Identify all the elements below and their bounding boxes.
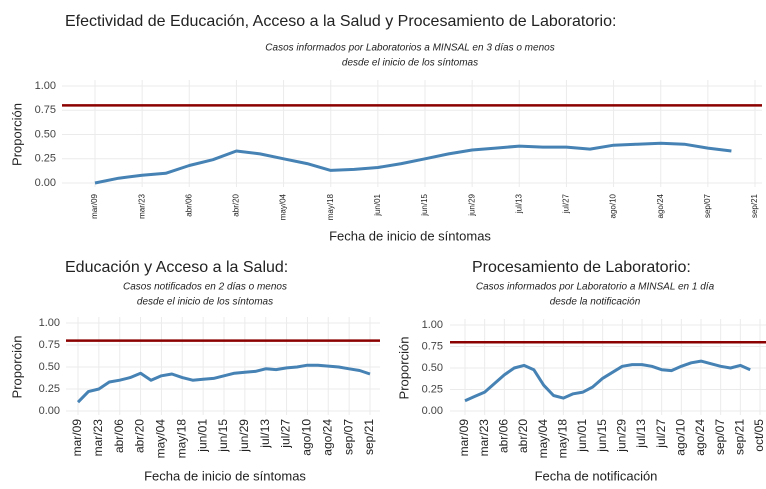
- chart-title: Educación y Acceso a la Salud:: [65, 259, 288, 276]
- x-tick-label: jul/13: [514, 193, 523, 214]
- x-tick-label: may/18: [326, 193, 335, 220]
- y-tick-label: 1.00: [39, 317, 60, 329]
- x-tick-label: abr/20: [133, 419, 147, 453]
- x-tick-label: jul/13: [258, 419, 272, 449]
- x-tick-label: jun/15: [216, 419, 230, 453]
- y-axis-label: Proporción: [9, 336, 24, 399]
- x-tick-label: ago/10: [674, 419, 688, 456]
- x-tick-label: sep/07: [713, 419, 727, 455]
- x-tick-label: mar/23: [137, 193, 146, 218]
- y-tick-label: 1.00: [35, 80, 56, 92]
- y-tick-label: 0.00: [35, 177, 56, 189]
- y-tick-label: 0.75: [39, 339, 60, 351]
- x-tick-label: mar/23: [91, 419, 105, 457]
- data-line: [94, 141, 732, 185]
- y-tick-label: 0.50: [39, 361, 60, 373]
- x-tick-label: abr/06: [497, 419, 511, 453]
- x-tick-label: sep/21: [750, 193, 759, 218]
- x-tick-label: may/04: [279, 193, 288, 220]
- x-tick-label: jun/01: [195, 419, 209, 453]
- x-tick-label: jul/27: [279, 419, 293, 449]
- x-tick-label: abr/06: [112, 419, 126, 453]
- x-tick-label: jul/13: [634, 419, 648, 449]
- x-tick-label: sep/07: [703, 193, 712, 218]
- x-tick-label: sep/21: [733, 419, 747, 455]
- y-tick-label: 0.00: [422, 405, 443, 417]
- x-tick-label: may/04: [536, 419, 550, 459]
- x-tick-label: may/18: [556, 419, 570, 459]
- x-tick-label: abr/20: [516, 419, 530, 453]
- x-tick-label: jul/27: [654, 419, 668, 449]
- x-tick-label: jun/29: [615, 419, 629, 453]
- x-tick-label: mar/09: [70, 419, 84, 457]
- x-tick-label: ago/10: [300, 419, 314, 456]
- x-tick-label: mar/09: [457, 419, 471, 457]
- x-tick-label: abr/06: [184, 193, 193, 216]
- data-line: [464, 359, 751, 403]
- chart-subtitle: desde la notificación: [550, 297, 641, 308]
- x-axis-label: Fecha de notificación: [535, 468, 658, 483]
- y-tick-label: 0.50: [35, 128, 56, 140]
- y-tick-label: 0.75: [422, 340, 443, 352]
- x-tick-label: oct/05: [752, 419, 766, 452]
- chart-subtitle: Casos informados por Laboratorio a MINSA…: [476, 282, 715, 293]
- x-tick-label: sep/21: [362, 419, 376, 455]
- x-tick-label: may/18: [174, 419, 188, 459]
- y-axis-label: Proporción: [9, 103, 24, 166]
- x-tick-label: ago/24: [320, 419, 334, 456]
- y-tick-label: 0.75: [35, 104, 56, 116]
- x-axis-label: Fecha de inicio de síntomas: [329, 228, 491, 243]
- x-tick-label: mar/23: [477, 419, 491, 457]
- x-tick-label: jun/29: [467, 193, 476, 216]
- x-tick-label: jun/01: [373, 193, 382, 216]
- chart-subtitle: desde el inicio de los síntomas: [137, 297, 273, 308]
- y-tick-label: 1.00: [422, 319, 443, 331]
- chart-title: Efectividad de Educación, Acceso a la Sa…: [65, 13, 616, 30]
- x-tick-label: jun/29: [237, 419, 251, 453]
- x-tick-label: jul/27: [562, 193, 571, 214]
- x-axis-label: Fecha de inicio de síntomas: [144, 468, 306, 483]
- x-tick-label: sep/07: [341, 419, 355, 455]
- x-tick-label: may/04: [154, 419, 168, 459]
- y-tick-label: 0.25: [39, 383, 60, 395]
- chart-subtitle: Casos notificados en 2 días o menos: [123, 282, 287, 293]
- chart-subtitle: desde el inicio de los síntomas: [342, 58, 478, 69]
- x-tick-label: mar/09: [90, 193, 99, 218]
- x-tick-label: ago/24: [656, 193, 665, 218]
- data-line: [76, 363, 371, 404]
- chart-subtitle: Casos informados por Laboratorios a MINS…: [265, 43, 554, 54]
- y-tick-label: 0.25: [35, 153, 56, 165]
- y-tick-label: 0.50: [422, 362, 443, 374]
- x-tick-label: jun/15: [420, 193, 429, 216]
- x-tick-label: jun/15: [595, 419, 609, 453]
- y-tick-label: 0.25: [422, 383, 443, 395]
- x-tick-label: ago/10: [609, 193, 618, 218]
- chart-title: Procesamiento de Laboratorio:: [472, 259, 691, 276]
- x-tick-label: abr/20: [232, 193, 241, 216]
- y-tick-label: 0.00: [39, 405, 60, 417]
- y-axis-label: Proporción: [396, 337, 411, 400]
- x-tick-label: jun/01: [575, 419, 589, 453]
- x-tick-label: ago/24: [693, 419, 707, 456]
